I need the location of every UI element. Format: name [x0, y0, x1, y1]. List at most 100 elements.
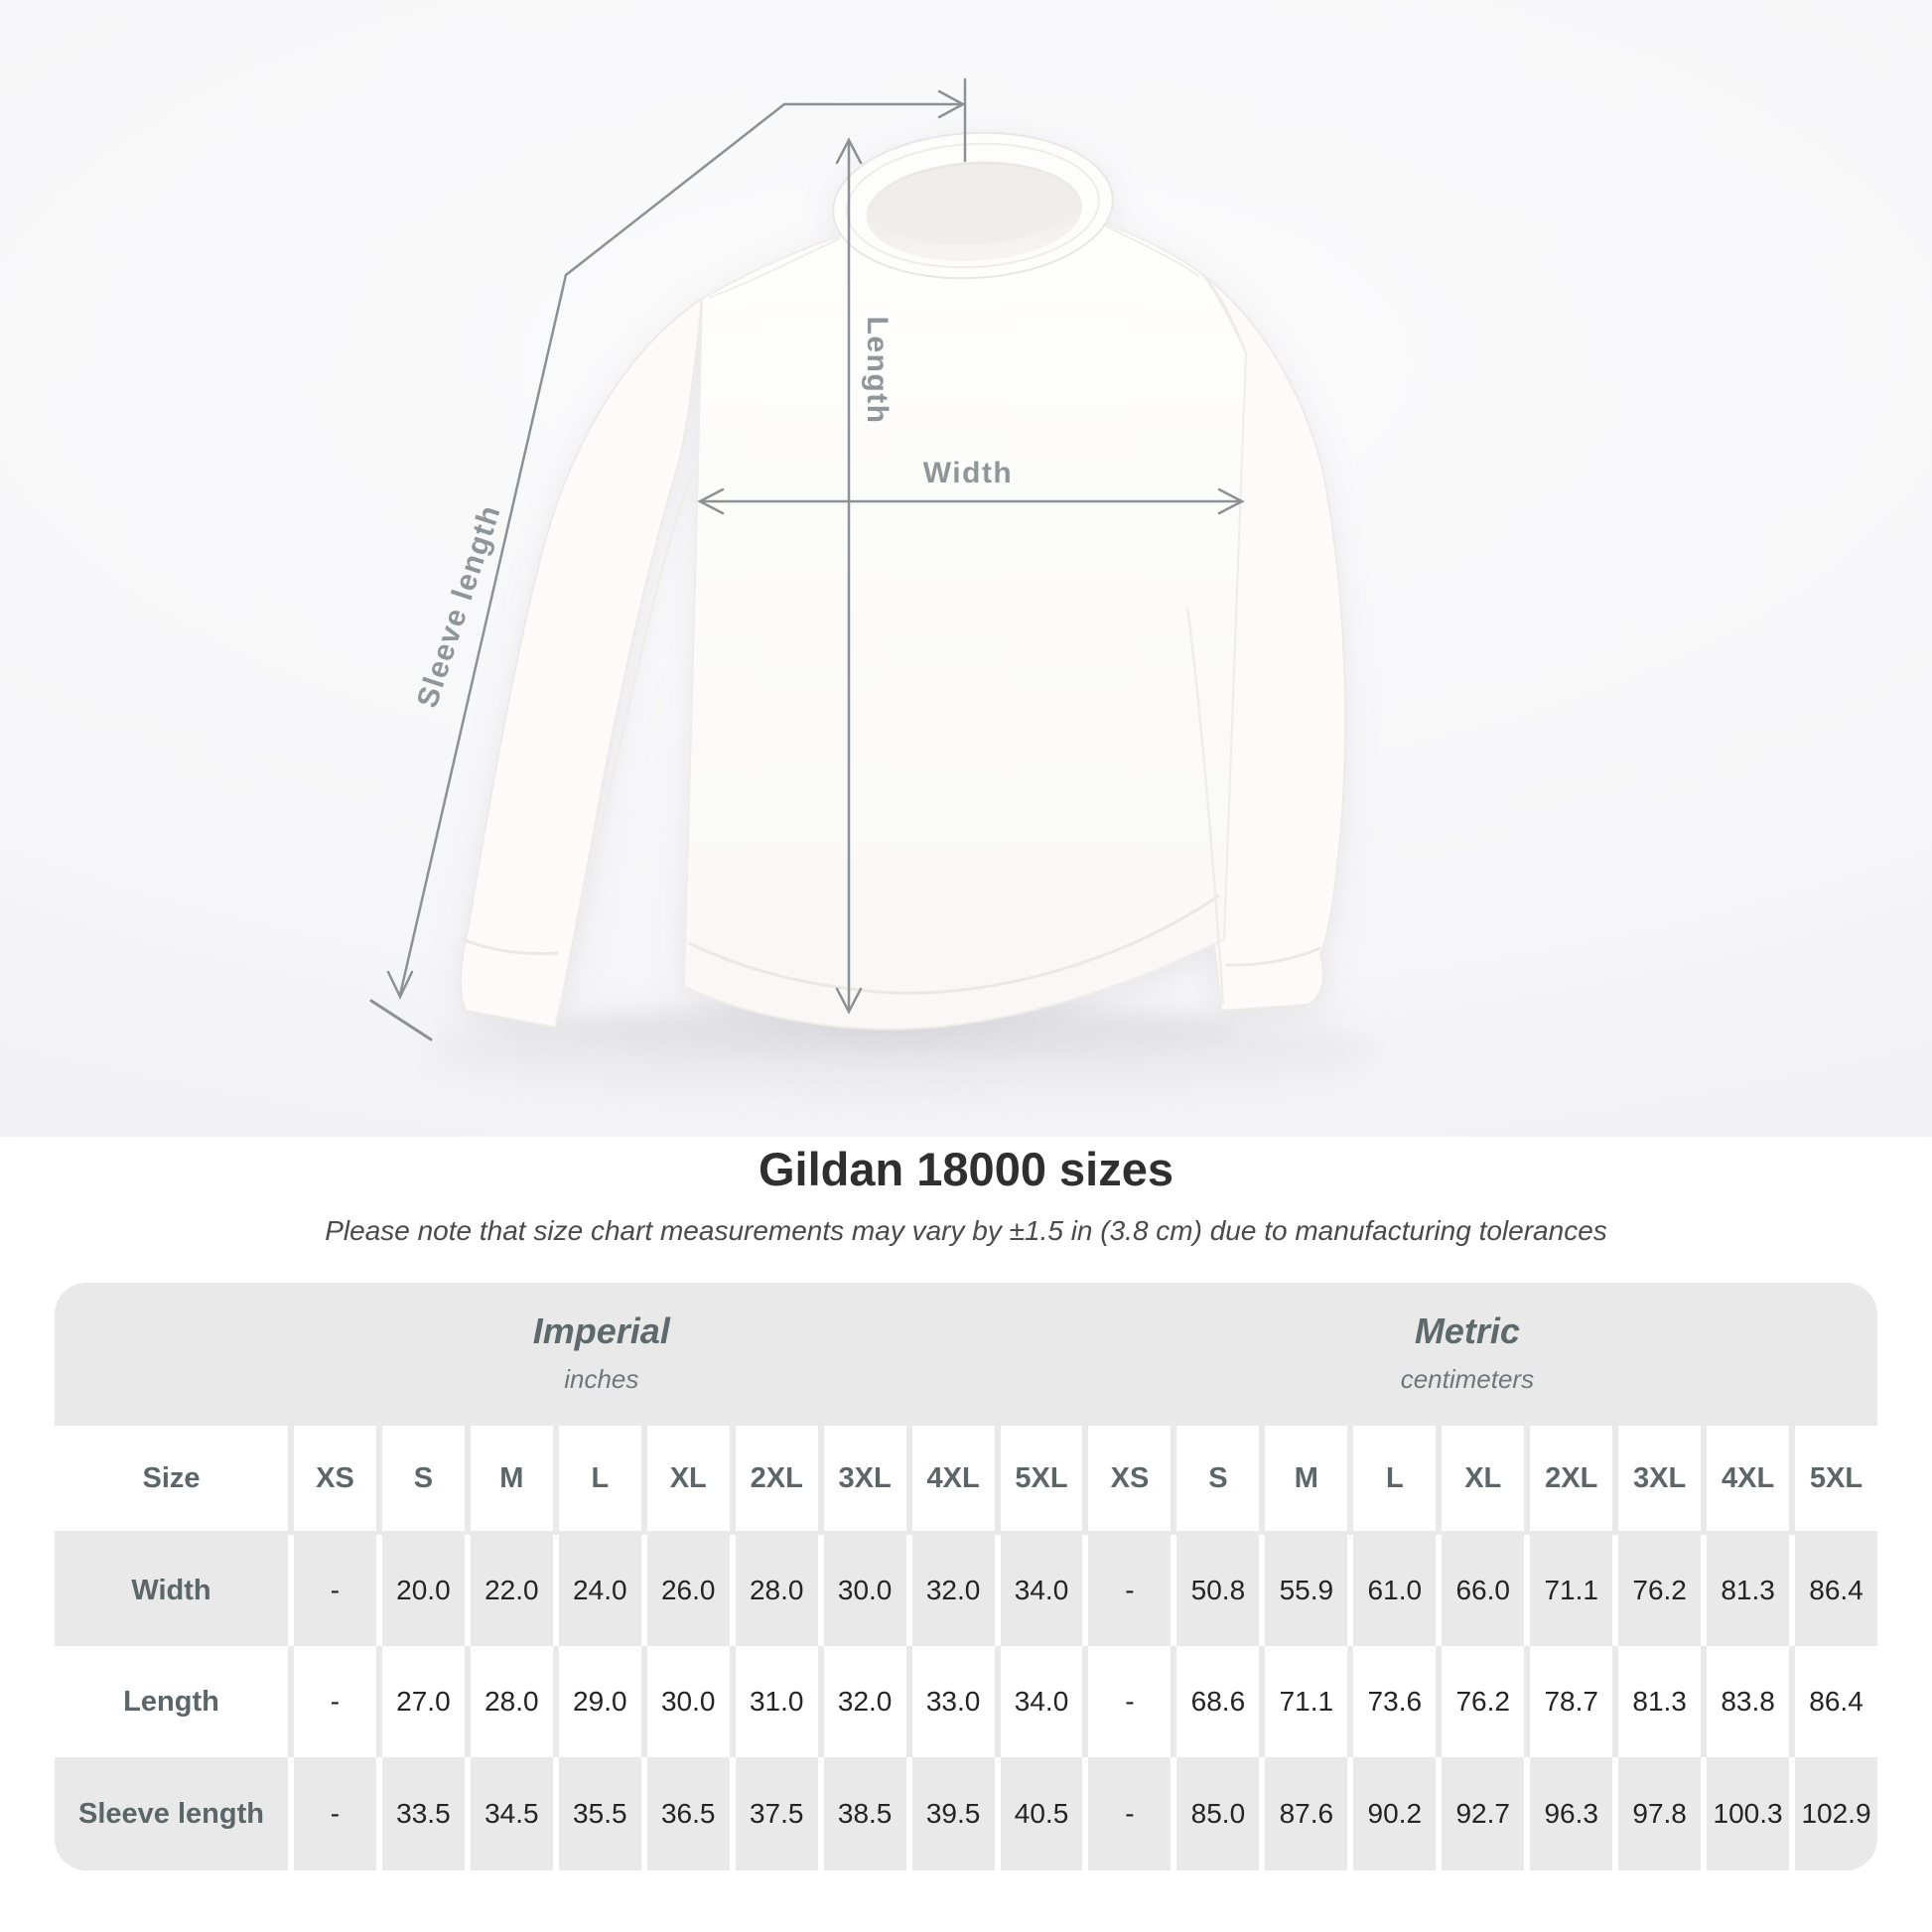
value-cell: 97.8 — [1618, 1757, 1702, 1870]
value-cell: 22.0 — [470, 1535, 553, 1646]
value-cell: 76.2 — [1442, 1646, 1525, 1757]
size-column-header: XS — [294, 1426, 376, 1531]
size-column-header: 4XL — [1707, 1426, 1790, 1531]
body — [682, 221, 1248, 1031]
value-cell: 102.9 — [1795, 1757, 1877, 1870]
size-column-header: S — [381, 1426, 465, 1531]
sweatshirt-measurement-diagram: Length Width Sleeve length — [369, 77, 1380, 1092]
value-cell: 24.0 — [558, 1535, 641, 1646]
value-cell: 61.0 — [1353, 1535, 1437, 1646]
value-cell: 35.5 — [558, 1757, 641, 1870]
value-cell: 71.1 — [1530, 1535, 1613, 1646]
value-cell: - — [1088, 1535, 1172, 1646]
seam-lines — [462, 225, 1321, 1024]
value-cell: 32.0 — [823, 1646, 906, 1757]
collar — [832, 131, 1114, 280]
size-column-header: XL — [1442, 1426, 1525, 1531]
value-cell: 40.5 — [1000, 1757, 1083, 1870]
value-cell: 71.1 — [1265, 1646, 1348, 1757]
value-cell: 33.5 — [381, 1757, 465, 1870]
size-column-header: XL — [646, 1426, 730, 1531]
size-column-header: L — [1353, 1426, 1437, 1531]
value-cell: 81.3 — [1707, 1535, 1790, 1646]
ground-shadow — [427, 1005, 1380, 1092]
left-sleeve — [459, 297, 704, 1030]
value-cell: 27.0 — [381, 1646, 465, 1757]
value-cell: 32.0 — [911, 1535, 995, 1646]
sleeve-length-label: Sleeve length — [411, 500, 507, 712]
value-cell: 96.3 — [1530, 1757, 1613, 1870]
size-column-header: 5XL — [1000, 1426, 1083, 1531]
value-cell: 86.4 — [1795, 1646, 1877, 1757]
metric-title: Metric — [1414, 1310, 1520, 1351]
size-column-header: 3XL — [823, 1426, 906, 1531]
row-label: Length — [55, 1646, 288, 1757]
value-cell: 30.0 — [823, 1535, 906, 1646]
value-cell: 20.0 — [381, 1535, 465, 1646]
value-cell: 31.0 — [735, 1646, 818, 1757]
size-header-cell: Size — [55, 1426, 288, 1531]
value-cell: 83.8 — [1707, 1646, 1790, 1757]
value-cell: - — [1088, 1757, 1172, 1870]
table-group-header: Imperial inches Metric centimeters — [55, 1283, 1877, 1422]
value-cell: 33.0 — [911, 1646, 995, 1757]
value-cell: 87.6 — [1265, 1757, 1348, 1870]
value-cell: 68.6 — [1176, 1646, 1260, 1757]
value-cell: 29.0 — [558, 1646, 641, 1757]
value-cell: 100.3 — [1707, 1757, 1790, 1870]
size-column-header: S — [1176, 1426, 1260, 1531]
size-column-header: 2XL — [735, 1426, 818, 1531]
value-cell: 34.0 — [1000, 1535, 1083, 1646]
value-cell: 36.5 — [646, 1757, 730, 1870]
value-cell: 81.3 — [1618, 1646, 1702, 1757]
table-row-length: Length -27.0 28.0 29.0 30.0 31.0 32.0 33.0 34.0… — [55, 1646, 1877, 1757]
value-cell: 76.2 — [1618, 1535, 1702, 1646]
width-arrow — [697, 487, 1245, 515]
imperial-group-header: Imperial inches — [55, 1283, 1149, 1422]
value-cell: 78.7 — [1530, 1646, 1613, 1757]
length-label: Length — [861, 317, 894, 425]
size-column-header: M — [1265, 1426, 1348, 1531]
page-title: Gildan 18000 sizes — [758, 1143, 1174, 1195]
value-cell: 37.5 — [735, 1757, 818, 1870]
size-column-header: XS — [1088, 1426, 1172, 1531]
value-cell: 34.5 — [470, 1757, 553, 1870]
size-column-header: 5XL — [1795, 1426, 1877, 1531]
value-cell: 28.0 — [470, 1646, 553, 1757]
imperial-unit: inches — [564, 1363, 639, 1394]
table-header-row: Size XS S M L XL 2XL 3XL 4XL 5XL XS S M L XL 2XL 3XL 4XL… — [55, 1422, 1877, 1535]
value-cell: 55.9 — [1265, 1535, 1348, 1646]
metric-group-header: Metric centimeters — [1057, 1283, 1877, 1422]
size-column-header: 2XL — [1530, 1426, 1613, 1531]
value-cell: 85.0 — [1176, 1757, 1260, 1870]
value-cell: - — [294, 1757, 376, 1870]
value-cell: 92.7 — [1442, 1757, 1525, 1870]
product-photo-area: Length Width Sleeve length — [0, 0, 1932, 1137]
row-label: Sleeve length — [55, 1757, 288, 1870]
metric-unit: centimeters — [1400, 1363, 1535, 1394]
value-cell: 28.0 — [735, 1535, 818, 1646]
table-row-sleeve-length: Sleeve length -33.5 34.5 35.5 36.5 37.5 38.5 3… — [55, 1757, 1877, 1870]
value-cell: 50.8 — [1176, 1535, 1260, 1646]
width-label: Width — [923, 457, 1014, 489]
value-cell: 39.5 — [911, 1757, 995, 1870]
imperial-title: Imperial — [532, 1310, 670, 1351]
value-cell: - — [294, 1646, 376, 1757]
value-cell: 86.4 — [1795, 1535, 1877, 1646]
size-column-header: 3XL — [1618, 1426, 1702, 1531]
sleeve-length-arrow — [369, 77, 967, 1041]
value-cell: 66.0 — [1442, 1535, 1525, 1646]
value-cell: 34.0 — [1000, 1646, 1083, 1757]
value-cell: - — [294, 1535, 376, 1646]
size-table: Imperial inches Metric centimeters Size … — [55, 1283, 1877, 1870]
value-cell: 73.6 — [1353, 1646, 1437, 1757]
tolerance-note: Please note that size chart measurements… — [325, 1215, 1607, 1246]
value-cell: 90.2 — [1353, 1757, 1437, 1870]
value-cell: 38.5 — [823, 1757, 906, 1870]
table-row-width: Width -20.0 22.0 24.0 26.0 28.0 30.0 32.0 34.0-… — [55, 1535, 1877, 1646]
value-cell: 26.0 — [646, 1535, 730, 1646]
row-label: Width — [55, 1535, 288, 1646]
value-cell: 30.0 — [646, 1646, 730, 1757]
size-column-header: M — [470, 1426, 553, 1531]
length-arrow — [835, 137, 863, 1015]
